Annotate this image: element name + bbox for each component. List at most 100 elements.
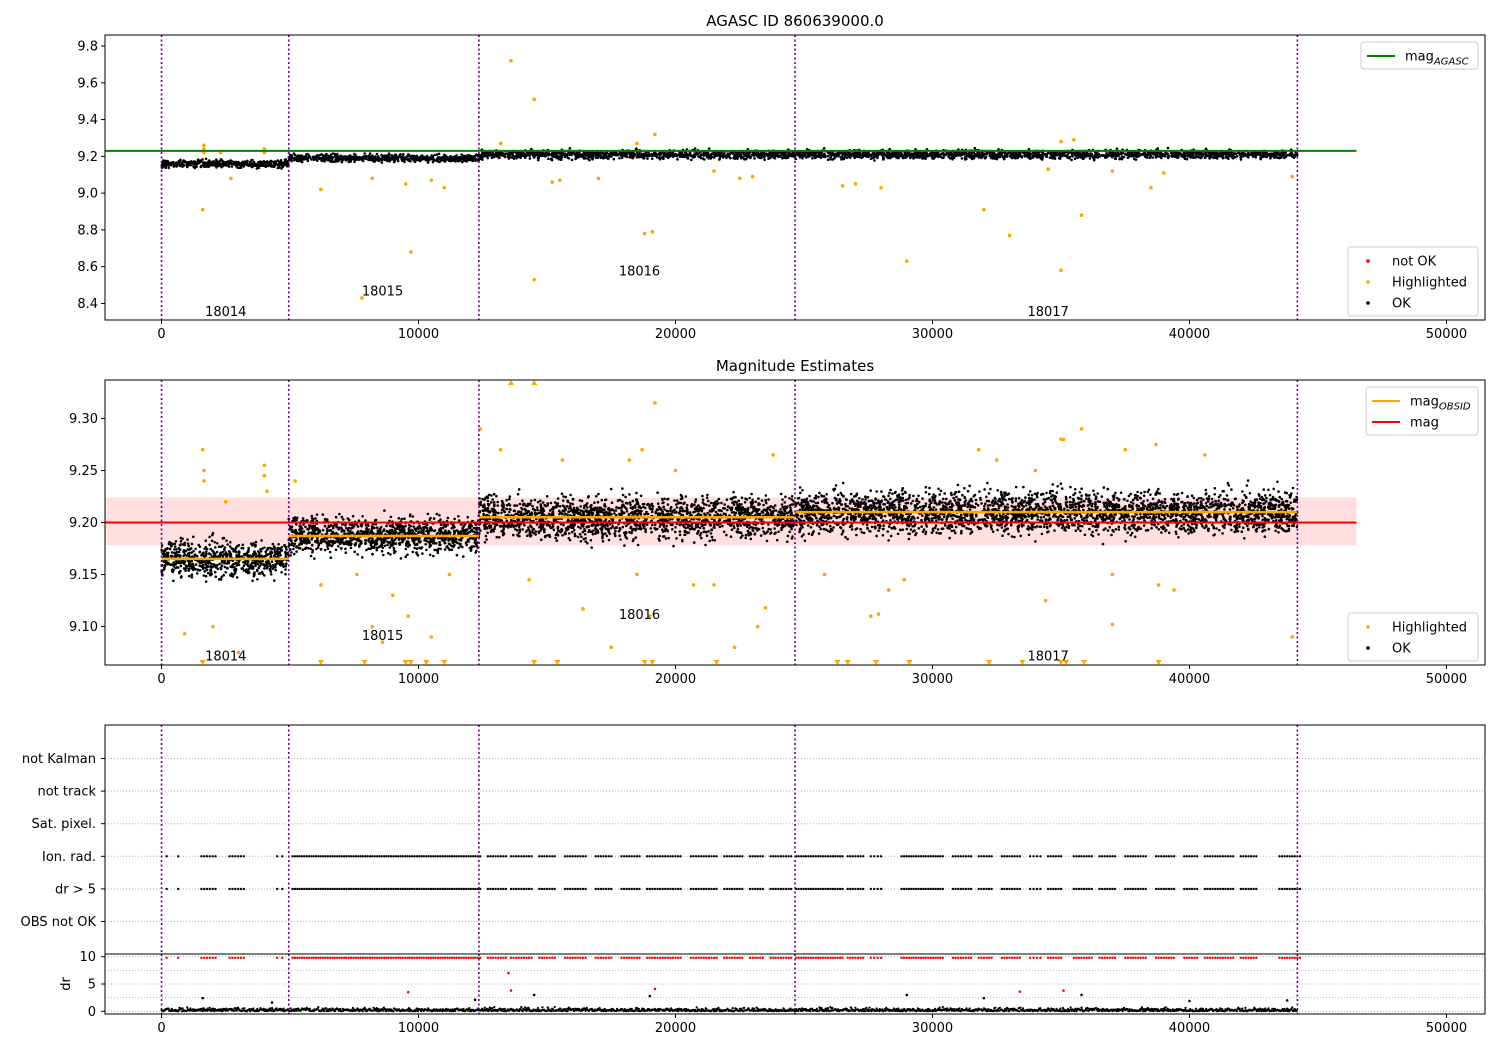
x-tick-label: 0: [157, 327, 165, 342]
ok-point: [552, 155, 555, 158]
ok-point: [162, 160, 165, 164]
ok-point: [209, 547, 212, 551]
ok-point: [737, 153, 740, 156]
ok-point: [361, 159, 365, 162]
ok-point: [804, 156, 808, 159]
ok-point: [1113, 152, 1116, 155]
ok-point: [1148, 152, 1151, 155]
y-tick-label: 8.6: [77, 260, 98, 275]
ok-point: [223, 548, 226, 552]
ok-point: [202, 165, 206, 168]
ok-point: [174, 540, 178, 543]
ok-point: [834, 154, 837, 158]
ok-point: [748, 155, 751, 159]
ok-point: [1273, 156, 1276, 159]
ok-point: [268, 162, 271, 166]
ok-point: [707, 147, 711, 150]
ok-point: [410, 157, 414, 161]
ok-point: [330, 157, 334, 160]
ok-point: [322, 154, 325, 157]
ok-point: [251, 561, 254, 565]
ok-point: [234, 546, 238, 549]
ok-point: [170, 164, 173, 167]
ok-point: [257, 566, 261, 569]
y-tick-label: 9.8: [77, 40, 98, 55]
ok-point: [196, 568, 200, 571]
ok-point: [826, 154, 830, 158]
y-tick-label: 9.30: [69, 412, 98, 427]
ok-point: [874, 152, 877, 156]
ok-point: [1164, 152, 1168, 155]
ok-point: [415, 154, 419, 158]
ok-point: [211, 531, 215, 535]
ok-point: [1053, 156, 1056, 159]
ok-point: [190, 576, 194, 579]
ok-point: [273, 553, 277, 556]
ok-point: [268, 568, 272, 571]
ok-point: [172, 564, 175, 568]
agasc-chart-title: AGASC ID 860639000.0: [706, 12, 884, 30]
ok-point: [744, 153, 747, 156]
ok-point: [972, 156, 976, 160]
ok-point: [1229, 154, 1233, 158]
ok-point: [251, 553, 255, 557]
ok-point: [674, 152, 677, 156]
ok-point: [912, 155, 915, 158]
ok-point: [213, 160, 216, 164]
ok-point: [1031, 154, 1034, 158]
ok-point: [457, 515, 460, 518]
ok-point: [309, 156, 312, 159]
ok-point: [424, 543, 428, 546]
ok-point: [352, 155, 355, 159]
ok-point: [1096, 156, 1100, 159]
ok-point: [482, 154, 485, 158]
ok-point: [570, 158, 574, 162]
ok-point: [720, 152, 723, 155]
ok-point: [826, 158, 830, 162]
ok-point: [861, 151, 865, 155]
ok-point: [217, 578, 221, 581]
ok-point: [276, 546, 280, 550]
ok-point: [248, 163, 252, 166]
ok-point: [172, 568, 175, 572]
ok-point: [306, 156, 310, 160]
ok-point: [1126, 156, 1130, 159]
ok-point: [768, 156, 772, 160]
ok-point: [212, 564, 216, 568]
y-tick-label: 9.25: [69, 464, 98, 479]
ok-point: [422, 156, 426, 159]
ok-point: [490, 154, 494, 157]
ok-point: [658, 158, 662, 161]
ok-point: [192, 566, 196, 570]
ok-point: [219, 545, 223, 549]
ok-point: [226, 543, 229, 546]
ok-point: [870, 154, 873, 158]
ok-point: [791, 152, 794, 156]
ok-point: [1149, 155, 1152, 158]
ok-point: [907, 154, 911, 157]
ok-point: [549, 157, 553, 161]
ok-point: [404, 524, 407, 528]
ok-point: [915, 154, 919, 158]
ok-point: [956, 153, 960, 156]
ok-point: [1220, 154, 1223, 158]
ok-point: [193, 163, 197, 166]
ok-point: [363, 155, 367, 158]
ok-point: [433, 153, 437, 157]
ok-point: [262, 555, 266, 558]
ok-point: [1118, 157, 1121, 161]
ok-point: [184, 569, 187, 572]
ok-point: [435, 153, 439, 156]
ok-point: [896, 155, 900, 158]
ok-point: [187, 160, 191, 164]
ok-point: [1000, 153, 1004, 157]
ok-point: [284, 568, 287, 571]
ok-point: [253, 544, 257, 547]
ok-point: [254, 564, 257, 568]
ok-point: [666, 156, 670, 160]
ok-point: [335, 152, 339, 156]
ok-point: [731, 151, 734, 155]
ok-point: [413, 160, 417, 164]
ok-point: [822, 154, 825, 158]
ok-point: [185, 566, 188, 570]
